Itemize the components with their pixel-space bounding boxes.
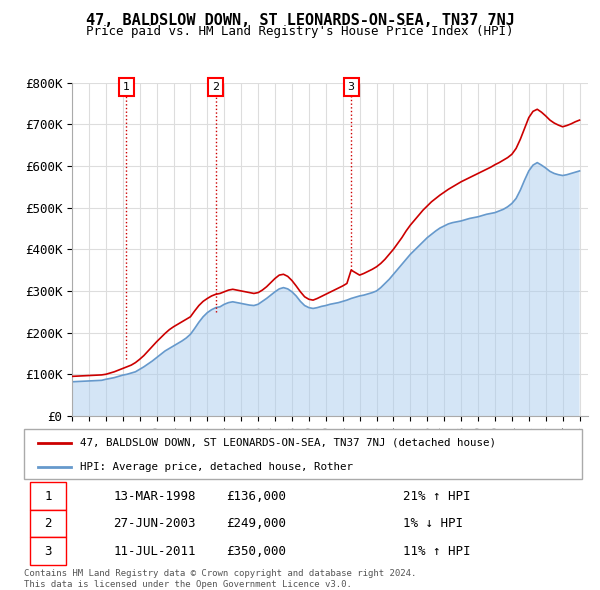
FancyBboxPatch shape (29, 537, 66, 565)
Text: 1: 1 (44, 490, 52, 503)
Text: 11% ↑ HPI: 11% ↑ HPI (403, 545, 471, 558)
Text: 13-MAR-1998: 13-MAR-1998 (113, 490, 196, 503)
Text: 3: 3 (347, 82, 355, 92)
Text: £249,000: £249,000 (226, 517, 286, 530)
Text: Contains HM Land Registry data © Crown copyright and database right 2024.
This d: Contains HM Land Registry data © Crown c… (24, 569, 416, 589)
Text: £350,000: £350,000 (226, 545, 286, 558)
Text: 1: 1 (122, 82, 130, 92)
FancyBboxPatch shape (29, 510, 66, 537)
Text: 2: 2 (212, 82, 220, 92)
Text: 11-JUL-2011: 11-JUL-2011 (113, 545, 196, 558)
Text: 3: 3 (44, 545, 52, 558)
Text: 27-JUN-2003: 27-JUN-2003 (113, 517, 196, 530)
Text: 21% ↑ HPI: 21% ↑ HPI (403, 490, 471, 503)
Text: 47, BALDSLOW DOWN, ST LEONARDS-ON-SEA, TN37 7NJ (detached house): 47, BALDSLOW DOWN, ST LEONARDS-ON-SEA, T… (80, 438, 496, 448)
Text: Price paid vs. HM Land Registry's House Price Index (HPI): Price paid vs. HM Land Registry's House … (86, 25, 514, 38)
Text: 47, BALDSLOW DOWN, ST LEONARDS-ON-SEA, TN37 7NJ: 47, BALDSLOW DOWN, ST LEONARDS-ON-SEA, T… (86, 13, 514, 28)
Text: £136,000: £136,000 (226, 490, 286, 503)
Text: HPI: Average price, detached house, Rother: HPI: Average price, detached house, Roth… (80, 461, 353, 471)
Text: 1% ↓ HPI: 1% ↓ HPI (403, 517, 463, 530)
FancyBboxPatch shape (29, 483, 66, 510)
Text: 2: 2 (44, 517, 52, 530)
FancyBboxPatch shape (24, 429, 582, 479)
